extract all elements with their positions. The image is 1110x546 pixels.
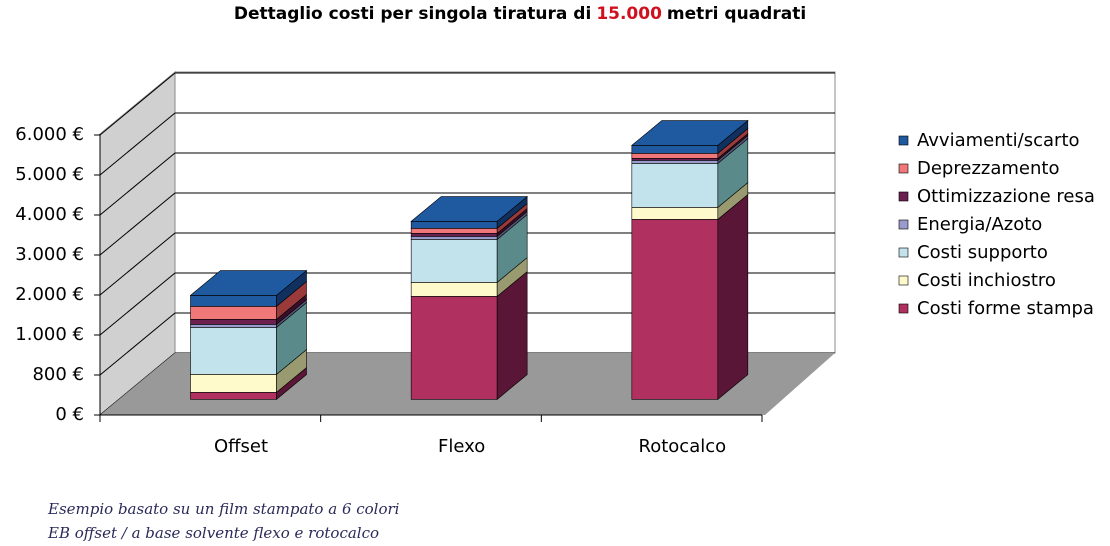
- legend-swatch: [898, 275, 909, 286]
- legend-label: Costi supporto: [917, 242, 1048, 263]
- grid-line: [99, 232, 176, 296]
- y-tick-label: 0 €: [55, 404, 84, 425]
- bar-segment: [410, 233, 498, 237]
- bar-top: [410, 196, 529, 222]
- grid-line: [99, 312, 176, 376]
- grid-line: [99, 192, 176, 256]
- bar-segment: [190, 306, 277, 320]
- bar-segment: [190, 392, 277, 400]
- title-highlight: 15.000: [596, 4, 662, 24]
- legend-swatch: [898, 163, 909, 174]
- bar-segment: [410, 236, 498, 240]
- legend-label: Costi forme stampa: [917, 298, 1094, 319]
- x-tick-label: Rotocalco: [639, 436, 727, 457]
- legend-label: Costi inchiostro: [917, 270, 1056, 291]
- grid-line: [99, 112, 176, 176]
- bar-segment: [410, 228, 498, 234]
- legend-swatch: [898, 303, 909, 314]
- y-tick-label: 5.000 €: [15, 164, 84, 185]
- bar-segment: [410, 296, 498, 400]
- y-tick-label: 4.000 €: [15, 204, 84, 225]
- bar-segment: [631, 219, 719, 400]
- y-tick-label: 6.000 €: [15, 124, 84, 145]
- bar-segment: [190, 324, 277, 328]
- legend-label: Avviamenti/scarto: [917, 130, 1080, 151]
- x-tick-label: Offset: [214, 436, 268, 457]
- bar-segment: [190, 374, 277, 393]
- bar-segment: [631, 163, 719, 208]
- bar-segment: [631, 160, 719, 164]
- legend-swatch: [898, 247, 909, 258]
- grid-line: [99, 72, 176, 136]
- bar-side: [717, 193, 749, 400]
- bar-segment: [410, 239, 498, 283]
- legend-swatch: [898, 191, 909, 202]
- chart-title: Dettaglio costi per singola tiratura di 1…: [234, 4, 806, 24]
- title-start: Dettaglio costi per singola tiratura di: [234, 4, 591, 24]
- y-tick-label: 2.000 €: [15, 284, 84, 305]
- bar-segment: [410, 221, 498, 229]
- title-end: metri quadrati: [667, 4, 806, 24]
- bar-top: [630, 120, 749, 146]
- bar-segment: [410, 282, 498, 297]
- y-tick-label: 3.000 €: [15, 244, 84, 265]
- bar-segment: [190, 295, 277, 307]
- y-tick-label: 800 €: [32, 364, 84, 385]
- legend-label: Energia/Azoto: [917, 214, 1042, 235]
- bar-segment: [631, 207, 719, 220]
- x-tick-label: Flexo: [438, 436, 485, 457]
- note: Esempio basato su un film stampato a 6 c…: [47, 500, 400, 518]
- legend-label: Ottimizzazione resa: [917, 186, 1095, 207]
- bar-segment: [631, 153, 719, 159]
- bar-segment: [190, 319, 277, 325]
- bar-segment: [631, 158, 719, 161]
- legend-swatch: [898, 219, 909, 230]
- bar-segment: [190, 327, 277, 375]
- legend-label: Deprezzamento: [917, 158, 1059, 179]
- note: EB offset / a base solvente flexo e roto…: [47, 524, 379, 542]
- grid-line: [99, 152, 176, 216]
- grid-line: [99, 272, 176, 336]
- bar-top: [189, 270, 308, 296]
- legend-swatch: [898, 135, 909, 146]
- bar-segment: [631, 145, 719, 154]
- y-tick-label: 1.000 €: [15, 324, 84, 345]
